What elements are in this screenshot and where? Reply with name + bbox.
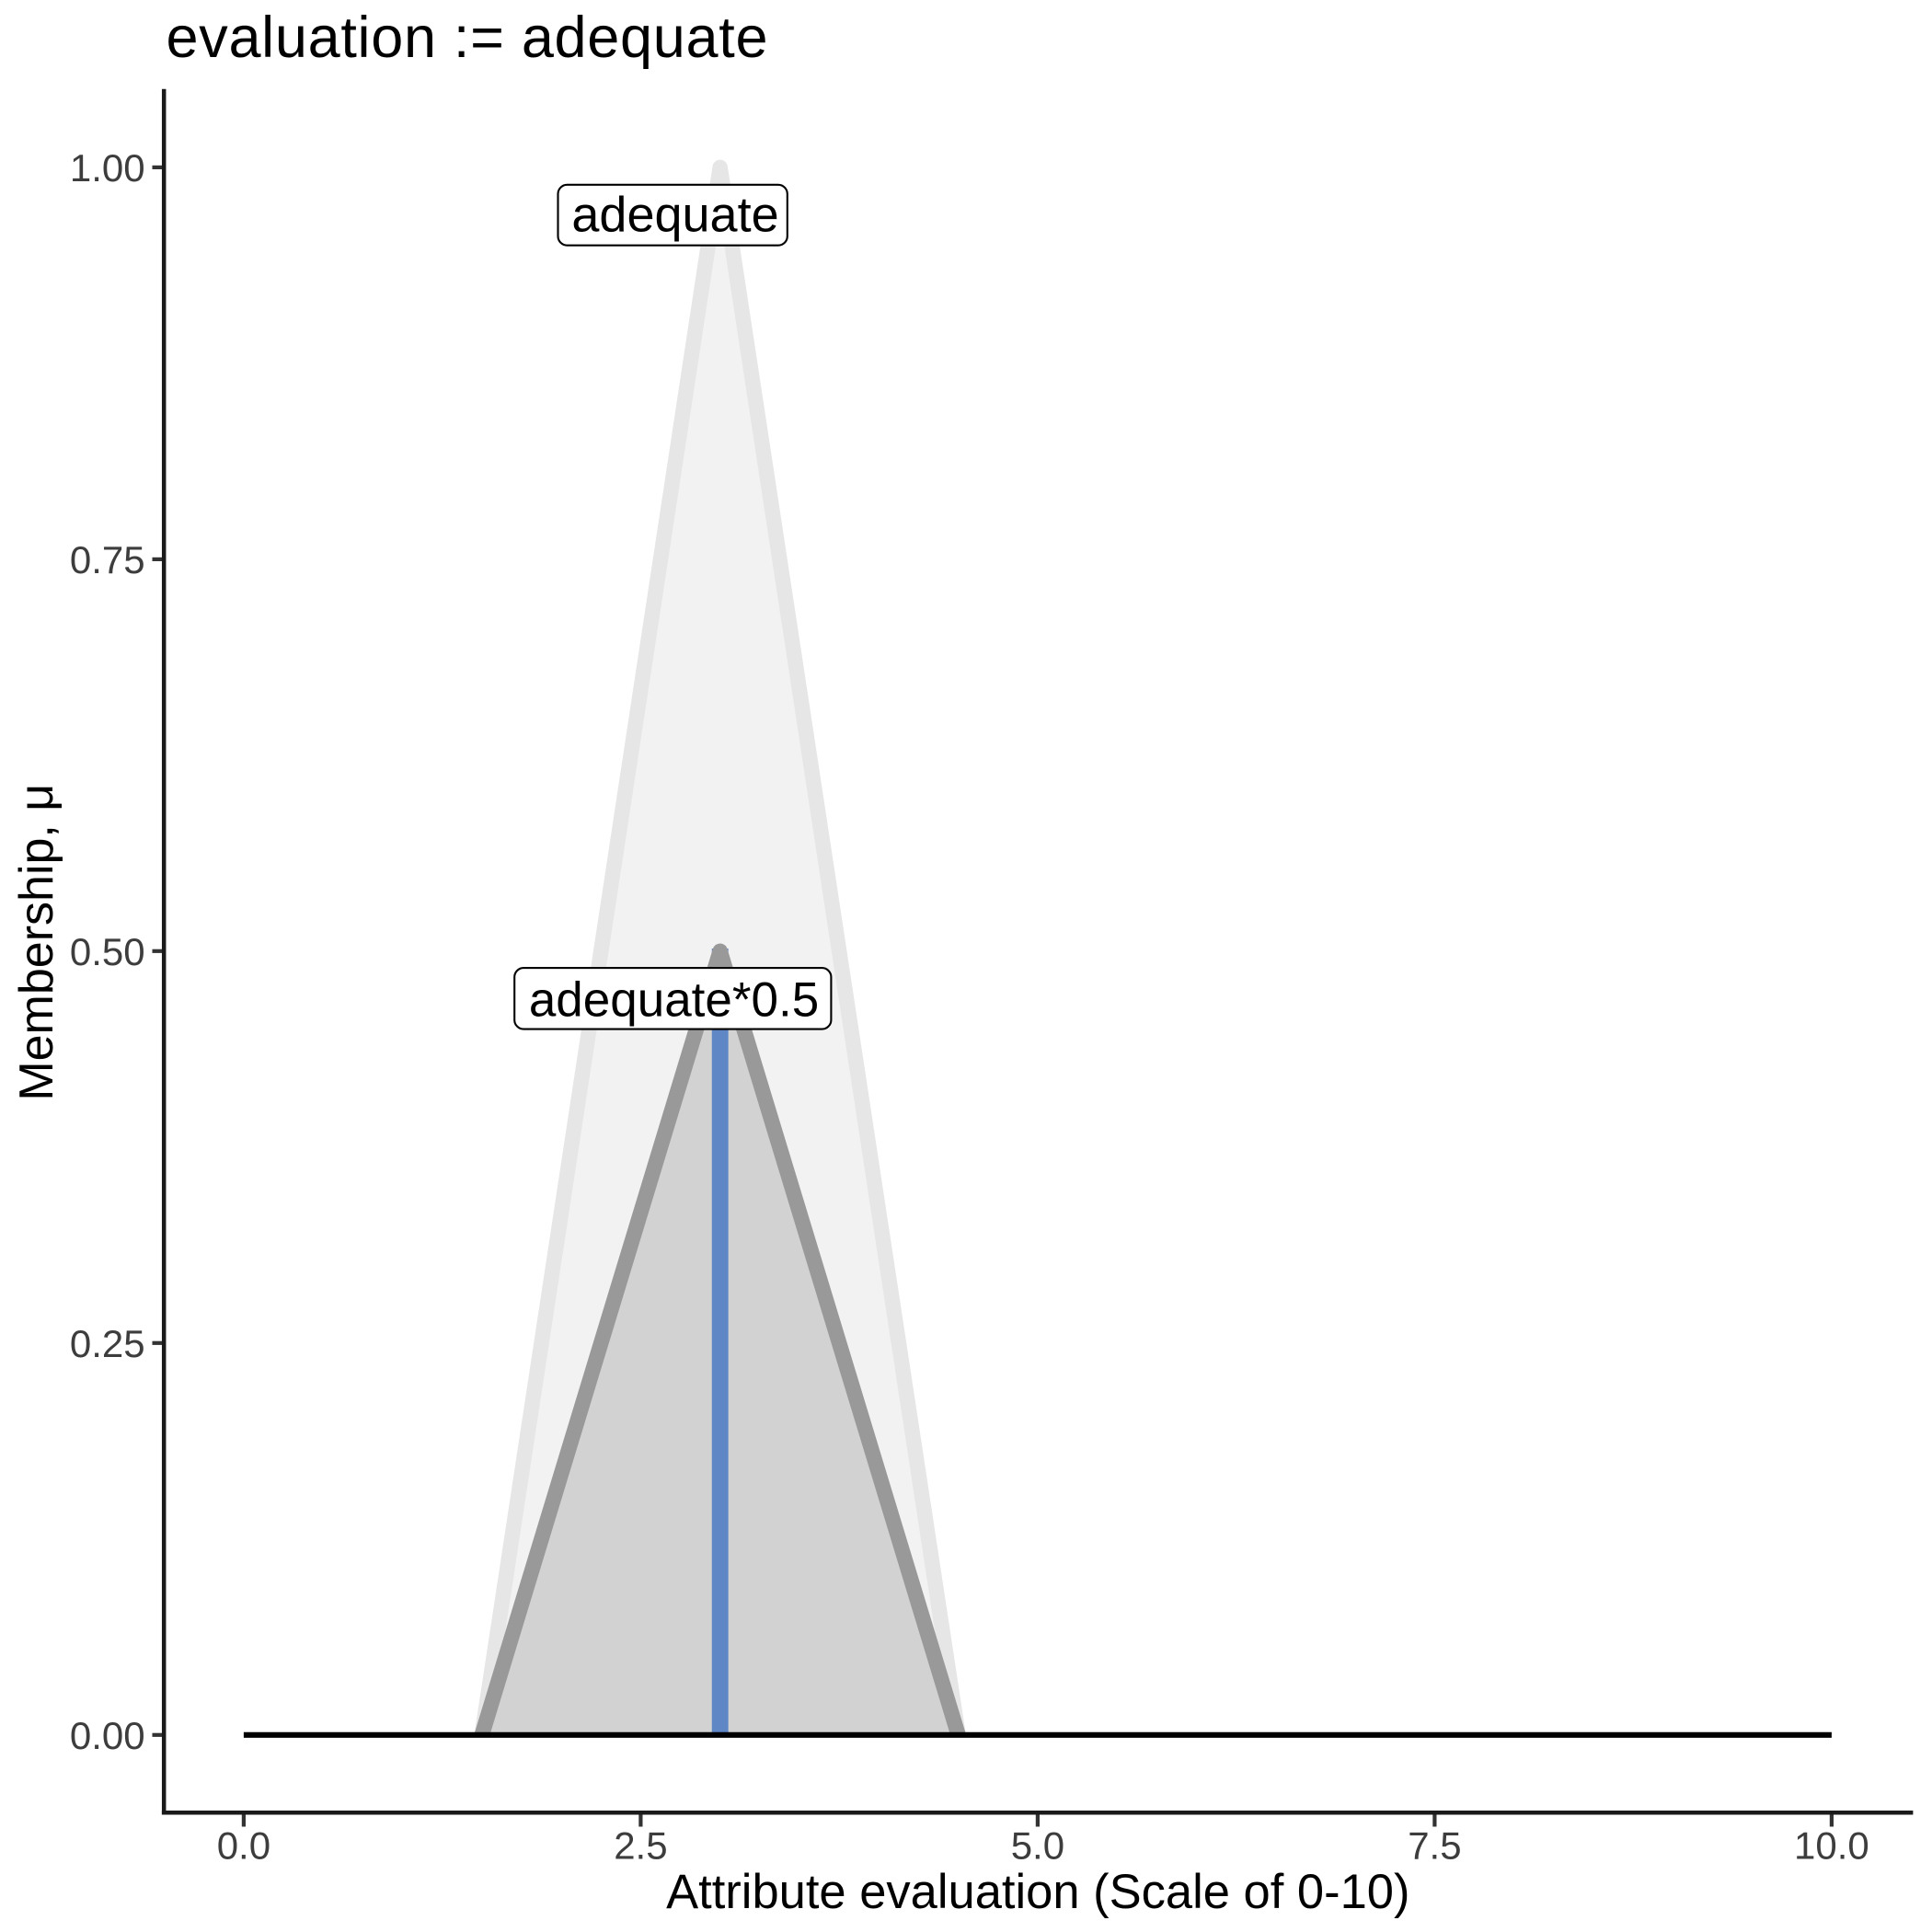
svg-text:Membership, μ: Membership, μ bbox=[10, 784, 63, 1101]
svg-text:0.00: 0.00 bbox=[70, 1714, 145, 1757]
svg-text:0.75: 0.75 bbox=[70, 538, 145, 581]
svg-text:Attribute evaluation (Scale of: Attribute evaluation (Scale of 0-10) bbox=[666, 1865, 1409, 1919]
svg-text:7.5: 7.5 bbox=[1408, 1823, 1461, 1867]
svg-text:0.0: 0.0 bbox=[217, 1823, 270, 1867]
svg-text:evaluation := adequate: evaluation := adequate bbox=[167, 6, 769, 70]
svg-text:adequate*0.5: adequate*0.5 bbox=[529, 973, 819, 1028]
svg-text:10.0: 10.0 bbox=[1794, 1823, 1869, 1867]
svg-text:1.00: 1.00 bbox=[70, 146, 145, 190]
svg-text:0.50: 0.50 bbox=[70, 930, 145, 973]
svg-text:adequate: adequate bbox=[571, 188, 778, 243]
svg-text:5.0: 5.0 bbox=[1011, 1823, 1064, 1867]
svg-text:2.5: 2.5 bbox=[614, 1823, 667, 1867]
svg-text:0.25: 0.25 bbox=[70, 1322, 145, 1365]
